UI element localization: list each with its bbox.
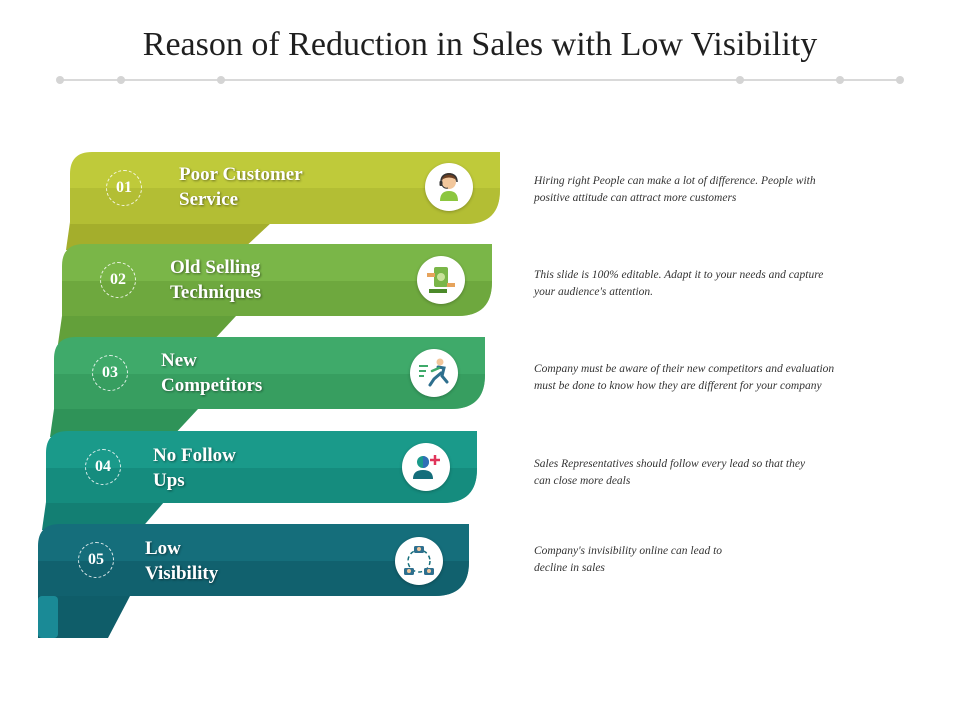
divider-dot — [117, 76, 125, 84]
description-5-line2: decline in sales — [534, 562, 605, 574]
step-number-4: 04 — [85, 449, 121, 485]
step-number-2: 02 — [100, 262, 136, 298]
description-4: Sales Representatives should follow ever… — [534, 456, 914, 490]
band-label-1-line2: Service — [179, 189, 239, 210]
band-label-1-line1: Poor Customer — [179, 164, 303, 185]
description-3-line1: Company must be aware of their new compe… — [534, 363, 835, 375]
description-4-line1: Sales Representatives should follow ever… — [534, 458, 806, 470]
ribbon-tail — [38, 596, 58, 638]
band-label-2: Old Selling Techniques — [170, 255, 261, 305]
ribbon-fold-3 — [50, 409, 198, 437]
ribbon-fold-1 — [66, 222, 272, 250]
band-label-4: No Follow Ups — [153, 443, 236, 493]
description-1-line2: positive attitude can attract more custo… — [534, 192, 737, 204]
money-exchange-icon — [417, 256, 465, 304]
description-5: Company's invisibility online can lead t… — [534, 543, 914, 577]
band-label-1: Poor Customer Service — [179, 162, 303, 212]
divider-dot — [736, 76, 744, 84]
team-network-icon — [395, 537, 443, 585]
page-title: Reason of Reduction in Sales with Low Vi… — [142, 26, 818, 63]
band-label-3-line2: Competitors — [161, 375, 263, 396]
divider-line — [60, 79, 900, 81]
divider-dot — [56, 76, 64, 84]
band-2 — [62, 244, 492, 316]
band-4 — [46, 431, 477, 503]
band-label-4-line1: No Follow — [153, 445, 236, 466]
description-3-line2: must be done to know how they are differ… — [534, 380, 822, 392]
description-3: Company must be aware of their new compe… — [534, 361, 914, 395]
description-1-line1: Hiring right People can make a lot of di… — [534, 175, 816, 187]
divider-dot — [896, 76, 904, 84]
running-competitor-icon — [410, 349, 458, 397]
description-5-line1: Company's invisibility online can lead t… — [534, 545, 723, 557]
band-label-5-line1: Low — [145, 538, 181, 559]
ribbon-fold-5 — [38, 596, 130, 638]
description-2-line2: your audience's attention. — [534, 286, 654, 298]
description-2: This slide is 100% editable. Adapt it to… — [534, 267, 914, 301]
band-1 — [70, 152, 500, 224]
band-5 — [38, 524, 469, 596]
description-1: Hiring right People can make a lot of di… — [534, 173, 914, 207]
description-2-line1: This slide is 100% editable. Adapt it to… — [534, 269, 824, 281]
divider-dot — [836, 76, 844, 84]
step-number-1: 01 — [106, 170, 142, 206]
title-divider — [56, 76, 904, 84]
band-label-5: Low Visibility — [145, 536, 218, 586]
band-label-3-line1: New — [161, 350, 197, 371]
step-number-5: 05 — [78, 542, 114, 578]
step-number-3: 03 — [92, 355, 128, 391]
ribbon-fold-4 — [42, 502, 164, 530]
divider-dot — [217, 76, 225, 84]
band-3 — [54, 337, 485, 409]
user-add-icon — [402, 443, 450, 491]
description-4-line2: can close more deals — [534, 475, 631, 487]
band-label-5-line2: Visibility — [145, 563, 219, 584]
band-label-3: New Competitors — [161, 348, 262, 398]
band-label-4-line2: Ups — [153, 470, 185, 491]
band-label-2-line1: Old Selling — [170, 257, 261, 278]
customer-service-agent-icon — [425, 163, 473, 211]
band-label-2-line2: Techniques — [170, 282, 262, 303]
